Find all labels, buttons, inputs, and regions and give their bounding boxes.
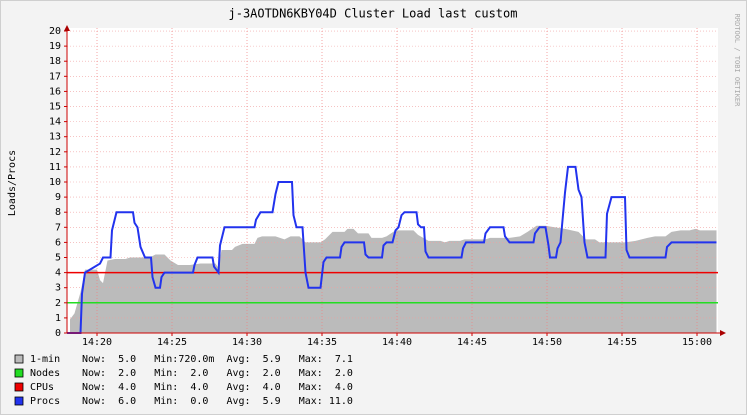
- y-tick-label: 20: [49, 26, 61, 37]
- legend-stats: Now: 4.0 Min: 4.0 Avg: 4.0 Max: 4.0: [82, 382, 353, 393]
- y-tick-label: 5: [55, 253, 61, 264]
- legend-stats: Now: 6.0 Min: 0.0 Avg: 5.9 Max: 11.0: [82, 396, 353, 407]
- legend-label: 1-min: [30, 354, 60, 365]
- x-tick-label: 14:20: [82, 337, 112, 348]
- y-axis-arrow: [64, 25, 70, 31]
- y-tick-label: 12: [49, 147, 61, 158]
- y-tick-label: 8: [55, 207, 61, 218]
- series-line: [67, 165, 717, 334]
- x-tick-label: 14:30: [232, 337, 262, 348]
- legend-swatch: [14, 382, 24, 392]
- x-tick-label: 15:00: [682, 337, 712, 348]
- y-tick-label: 18: [49, 56, 61, 67]
- watermark: RRDTOOL / TOBI OETIKER: [733, 14, 741, 108]
- x-tick-label: 14:55: [607, 337, 637, 348]
- y-tick-label: 11: [49, 162, 61, 173]
- legend-swatch: [14, 354, 24, 364]
- legend-label: Nodes: [30, 368, 60, 379]
- y-tick-label: 2: [55, 298, 61, 309]
- legend-swatch: [14, 368, 24, 378]
- x-axis-arrow: [720, 330, 726, 336]
- y-axis-label: Loads/Procs: [7, 150, 18, 216]
- x-tick-label: 14:35: [307, 337, 337, 348]
- x-tick-label: 14:50: [532, 337, 562, 348]
- legend-label: Procs: [30, 396, 60, 407]
- y-tick-label: 0: [55, 328, 61, 339]
- y-tick-label: 7: [55, 222, 61, 233]
- y-tick-label: 13: [49, 132, 61, 143]
- y-tick-label: 16: [49, 86, 61, 97]
- x-tick-label: 14:45: [457, 337, 487, 348]
- y-tick-label: 3: [55, 283, 61, 294]
- y-tick-label: 10: [49, 177, 61, 188]
- y-tick-label: 19: [49, 41, 61, 52]
- area: [70, 225, 717, 333]
- y-tick-label: 4: [55, 268, 61, 279]
- legend-swatch: [14, 396, 24, 406]
- legend-label: CPUs: [30, 382, 54, 393]
- legend-stats: Now: 2.0 Min: 2.0 Avg: 2.0 Max: 2.0: [82, 368, 353, 379]
- y-tick-label: 17: [49, 71, 61, 82]
- y-tick-label: 1: [55, 313, 61, 324]
- chart-title: j-3AOTDN6KBY04D Cluster Load last custom: [229, 7, 518, 21]
- x-tick-label: 14:25: [157, 337, 187, 348]
- y-tick-label: 15: [49, 102, 61, 113]
- x-tick-label: 14:40: [382, 337, 412, 348]
- y-tick-label: 6: [55, 237, 61, 248]
- y-tick-label: 14: [49, 117, 61, 128]
- legend-stats: Now: 5.0 Min:720.0m Avg: 5.9 Max: 7.1: [82, 354, 353, 365]
- y-tick-label: 9: [55, 192, 61, 203]
